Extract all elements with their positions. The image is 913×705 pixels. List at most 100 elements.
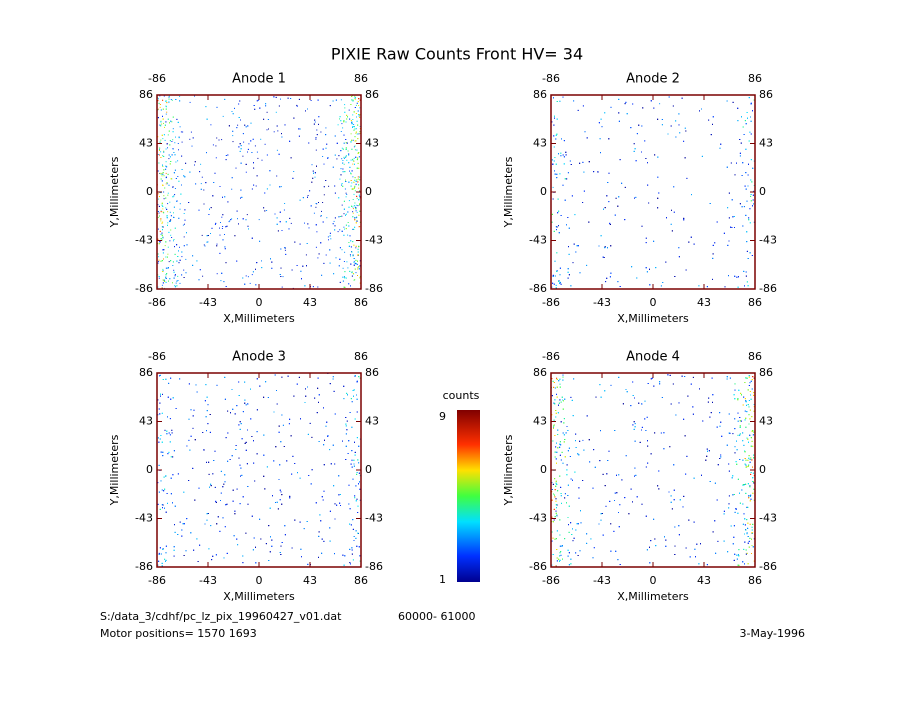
texture-dot xyxy=(343,286,345,288)
texture-dot xyxy=(163,134,165,136)
texture-dot xyxy=(280,441,282,443)
texture-dot xyxy=(290,222,292,224)
texture-dot xyxy=(287,375,289,377)
texture-dot xyxy=(356,394,357,396)
texture-dot xyxy=(358,266,360,268)
texture-dot xyxy=(251,152,253,153)
texture-dot xyxy=(351,251,353,253)
texture-dot xyxy=(279,464,281,466)
texture-dot xyxy=(179,203,181,205)
texture-dot xyxy=(265,381,267,383)
texture-dot xyxy=(356,195,358,197)
texture-dot xyxy=(165,168,167,170)
texture-dot xyxy=(238,117,240,118)
texture-dot xyxy=(224,398,226,400)
texture-dot xyxy=(554,170,555,172)
texture-dot xyxy=(159,147,161,149)
texture-dot xyxy=(315,203,317,204)
texture-dot xyxy=(162,99,164,101)
texture-dot xyxy=(209,208,210,210)
texture-dot xyxy=(678,256,680,258)
texture-dot xyxy=(211,559,213,561)
x-tick-label: -86 xyxy=(542,296,560,309)
texture-dot xyxy=(577,109,579,111)
texture-dot xyxy=(312,286,314,288)
texture-dot xyxy=(256,100,258,102)
texture-dot xyxy=(216,137,218,139)
texture-dot xyxy=(165,113,167,115)
texture-dot xyxy=(263,434,265,436)
texture-dot xyxy=(322,499,324,501)
texture-dot xyxy=(576,245,578,247)
texture-dot xyxy=(618,120,620,122)
texture-dot xyxy=(356,211,358,213)
texture-dot xyxy=(339,229,341,231)
texture-dot xyxy=(163,279,165,281)
texture-dot xyxy=(556,226,558,228)
texture-dot xyxy=(296,383,298,385)
texture-dot xyxy=(183,245,185,247)
texture-dot xyxy=(553,124,555,126)
texture-dot xyxy=(165,121,167,123)
texture-dot xyxy=(237,124,239,126)
texture-dot xyxy=(737,107,739,109)
texture-dot xyxy=(345,433,347,435)
texture-dot xyxy=(178,262,180,264)
texture-dot xyxy=(237,544,239,546)
texture-dot xyxy=(209,486,210,488)
texture-dot xyxy=(660,285,662,287)
texture-dot xyxy=(162,229,163,231)
texture-dot xyxy=(277,508,279,510)
texture-dot xyxy=(350,141,352,143)
texture-dot xyxy=(649,284,651,286)
texture-dot xyxy=(301,556,302,558)
texture-dot xyxy=(168,280,169,282)
texture-dot xyxy=(216,384,218,386)
texture-dot xyxy=(160,157,162,158)
texture-dot xyxy=(345,181,347,182)
texture-dot xyxy=(279,186,281,188)
texture-dot xyxy=(179,126,181,128)
texture-dot xyxy=(353,465,355,467)
texture-dot xyxy=(194,95,195,97)
footer-file: S:/data_3/cdhf/pc_lz_pix_19960427_v01.da… xyxy=(100,610,342,623)
texture-dot xyxy=(358,483,359,485)
texture-dot xyxy=(554,260,556,262)
texture-dot xyxy=(357,268,359,270)
texture-dot xyxy=(345,179,346,181)
footer-date: 3-May-1996 xyxy=(740,627,805,640)
texture-dot xyxy=(157,238,159,240)
texture-dot xyxy=(214,486,216,488)
texture-dot xyxy=(358,167,360,169)
texture-dot xyxy=(185,550,187,552)
texture-dot xyxy=(339,281,341,283)
texture-dot xyxy=(296,104,298,106)
texture-dot xyxy=(618,98,620,100)
texture-dot xyxy=(303,528,305,530)
texture-dot xyxy=(313,123,315,125)
texture-dot xyxy=(247,148,249,150)
texture-dot xyxy=(355,217,357,219)
texture-dot xyxy=(745,123,747,125)
texture-dot xyxy=(335,99,337,101)
texture-dot xyxy=(215,500,217,502)
texture-dot xyxy=(181,529,183,531)
texture-dot xyxy=(356,472,358,473)
texture-dot xyxy=(157,108,159,110)
texture-dot xyxy=(161,562,163,564)
texture-dot xyxy=(281,494,283,496)
texture-dot xyxy=(313,212,315,214)
texture-dot xyxy=(279,221,281,223)
texture-dot xyxy=(354,140,356,142)
texture-dot xyxy=(353,124,355,125)
texture-dot xyxy=(745,275,747,277)
texture-dot xyxy=(344,277,346,279)
texture-dot xyxy=(343,261,345,262)
texture-dot xyxy=(345,459,347,460)
texture-dot xyxy=(555,284,557,286)
texture-dot xyxy=(340,174,342,176)
texture-dot xyxy=(678,247,680,249)
texture-dot xyxy=(171,432,173,434)
texture-dot xyxy=(351,95,353,97)
texture-dot xyxy=(314,121,316,123)
